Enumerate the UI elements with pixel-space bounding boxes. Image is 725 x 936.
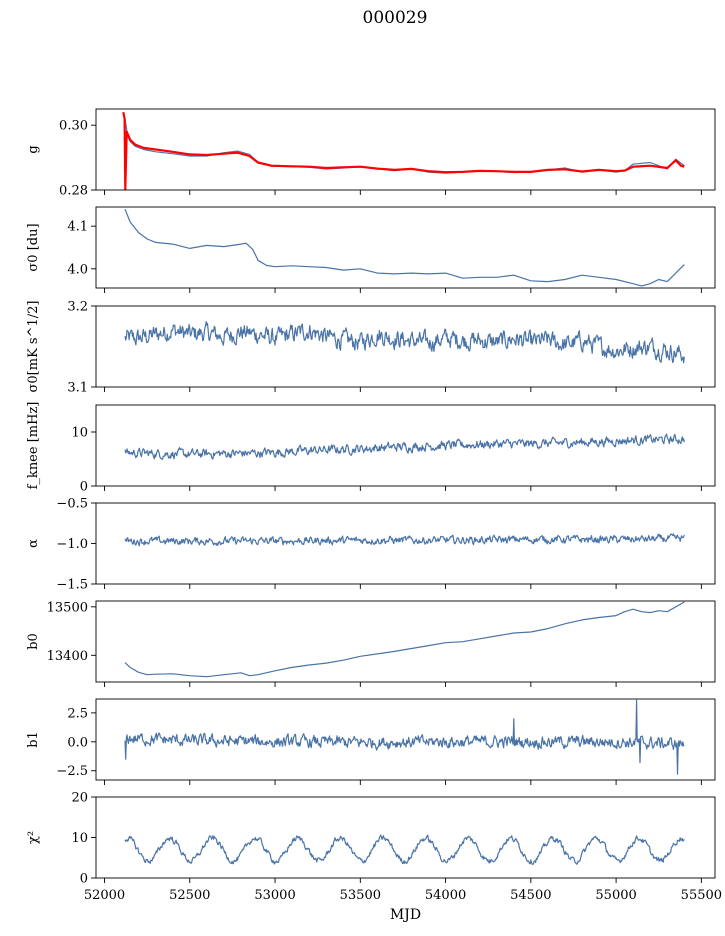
x-tick-label: 55500 <box>681 888 722 903</box>
y-axis-label: g <box>26 145 41 153</box>
x-tick-label: 52500 <box>169 888 210 903</box>
series-line-blue <box>124 601 685 678</box>
y-tick-label: 4.1 <box>67 220 88 235</box>
y-tick-label: 13400 <box>47 649 88 664</box>
panel-frame <box>95 698 716 781</box>
y-tick-label: 3.1 <box>67 381 88 396</box>
series-line-blue <box>124 321 685 364</box>
x-tick-label: 54500 <box>510 888 551 903</box>
y-tick-label: −1.0 <box>56 537 88 552</box>
panel-frame <box>95 305 716 388</box>
panel-frame <box>95 108 716 191</box>
x-axis-label: MJD <box>390 907 421 923</box>
panel-series-group <box>124 533 685 547</box>
panel-chi2: 0 10 20 χ² <box>26 791 716 887</box>
y-tick-label: 0.0 <box>67 735 88 750</box>
x-tick-label: 55000 <box>595 888 636 903</box>
panel-frame <box>95 796 716 879</box>
panel-b1: −2.5 0.0 2.5 b1 <box>26 698 716 785</box>
series-line-blue <box>124 208 685 287</box>
panel-series-group <box>124 208 685 287</box>
panel-alpha: −1.5 −1.0 −0.5 α <box>26 497 716 593</box>
y-tick-label: 20 <box>71 791 88 806</box>
panel-frame <box>95 600 716 683</box>
y-axis-label: χ² <box>26 831 41 844</box>
panel-frame <box>95 404 716 487</box>
x-tick-label: 54000 <box>425 888 466 903</box>
x-tick-label: 53500 <box>340 888 381 903</box>
panel-fknee: 0 10 f_knee [mHz] <box>26 402 716 495</box>
y-tick-label: 0.28 <box>59 184 88 199</box>
panel-sigma0_du: 4.0 4.1 σ0 [du] <box>26 206 716 293</box>
series-line-blue <box>124 699 685 775</box>
y-tick-label: 0.30 <box>59 119 88 134</box>
x-tick-label: 52000 <box>84 888 125 903</box>
series-line-blue <box>124 433 685 460</box>
panel-series-group <box>124 321 685 364</box>
y-axis-label: f_knee [mHz] <box>26 402 41 490</box>
y-tick-label: 0 <box>80 872 88 887</box>
y-tick-label: 10 <box>71 831 88 846</box>
y-tick-label: 10 <box>71 426 88 441</box>
panel-series-group <box>124 834 685 865</box>
panel-b0: 13400 13500 b0 <box>26 600 716 687</box>
y-axis-label: b0 <box>26 633 41 650</box>
panel-series-group <box>124 433 685 460</box>
y-tick-label: −1.5 <box>56 578 88 593</box>
series-line-blue <box>124 834 685 865</box>
series-line-blue <box>124 118 685 174</box>
panel-sigma0_mK: 3.1 3.2 σ0[mK s^1/2] <box>26 300 716 396</box>
panels: 0.28 0.30 g 4.0 4.1 σ0 [du] 3.1 3.2 σ0[mK s^1/2]… <box>26 108 716 887</box>
panel-series-group <box>124 601 685 678</box>
series-line-red <box>122 111 685 190</box>
y-axis-label: b1 <box>26 731 41 748</box>
y-axis-label: σ0 [du] <box>26 223 41 271</box>
y-tick-label: 13500 <box>47 600 88 615</box>
y-axis-label: α <box>26 539 41 548</box>
y-tick-label: 0 <box>80 480 88 495</box>
panel-series-group <box>122 111 685 190</box>
y-tick-label: −0.5 <box>56 497 88 512</box>
series-line-blue <box>124 533 685 547</box>
figure-title: 000029 <box>362 8 428 28</box>
panel-g: 0.28 0.30 g <box>26 108 716 199</box>
y-tick-label: 2.5 <box>67 706 88 721</box>
x-tick-label: 53000 <box>254 888 295 903</box>
panel-frame <box>95 206 716 289</box>
panel-series-group <box>124 699 685 775</box>
y-tick-label: −2.5 <box>56 764 88 779</box>
y-tick-label: 3.2 <box>67 300 88 315</box>
y-axis-label: σ0[mK s^1/2] <box>26 301 41 393</box>
y-tick-label: 4.0 <box>67 262 88 277</box>
